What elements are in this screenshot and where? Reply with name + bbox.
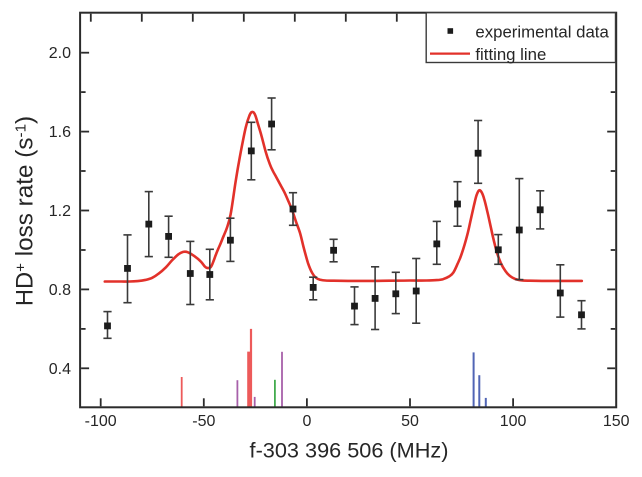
- svg-text:-50: -50: [192, 413, 215, 430]
- svg-text:fitting line: fitting line: [475, 45, 546, 64]
- svg-text:0: 0: [302, 413, 311, 430]
- svg-text:2.0: 2.0: [49, 45, 71, 62]
- svg-text:-100: -100: [85, 413, 117, 430]
- svg-text:experimental data: experimental data: [475, 22, 609, 41]
- svg-text:HD+ loss rate (s-1): HD+ loss rate (s-1): [12, 116, 39, 306]
- svg-text:150: 150: [603, 413, 630, 430]
- svg-text:1.2: 1.2: [49, 203, 71, 220]
- svg-text:50: 50: [401, 413, 419, 430]
- svg-text:1.6: 1.6: [49, 124, 71, 141]
- svg-text:100: 100: [500, 413, 527, 430]
- svg-text:0.4: 0.4: [49, 361, 71, 378]
- svg-text:0.8: 0.8: [49, 282, 71, 299]
- svg-text:f-303 396 506 (MHz): f-303 396 506 (MHz): [250, 437, 449, 462]
